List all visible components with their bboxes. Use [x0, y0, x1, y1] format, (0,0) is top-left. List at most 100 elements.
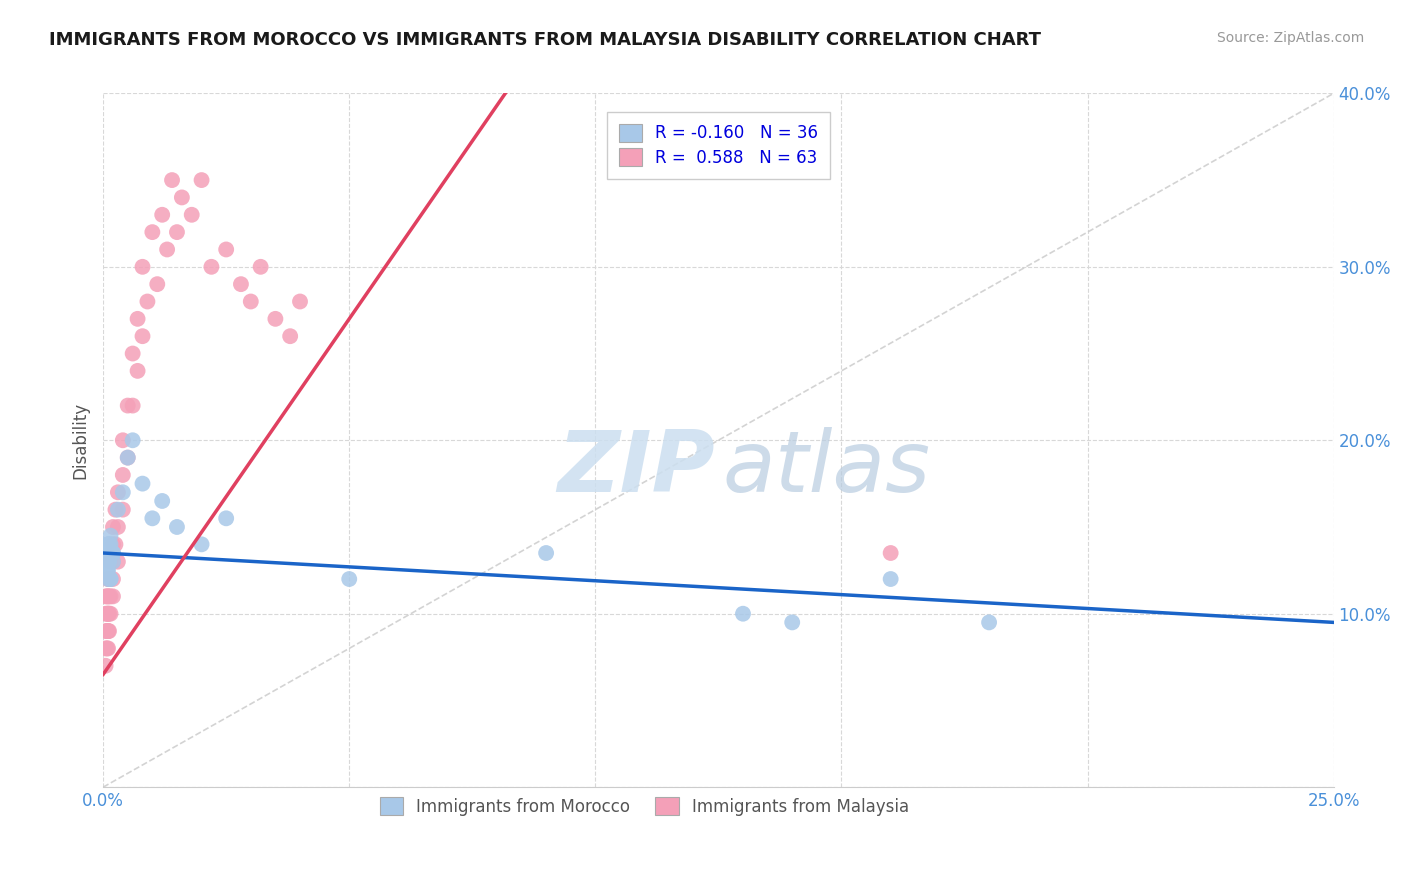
- Point: [96, 590, 118, 604]
- Point: [96, 563, 118, 577]
- Point: [97, 624, 120, 638]
- Point: [111, 502, 134, 516]
- Point: [150, 494, 173, 508]
- Point: [96, 641, 118, 656]
- Point: [977, 615, 1000, 630]
- Point: [101, 537, 124, 551]
- Text: Source: ZipAtlas.com: Source: ZipAtlas.com: [1216, 31, 1364, 45]
- Point: [101, 555, 124, 569]
- Text: atlas: atlas: [723, 426, 931, 509]
- Point: [101, 520, 124, 534]
- Point: [100, 572, 122, 586]
- Point: [239, 294, 262, 309]
- Point: [97, 607, 120, 621]
- Point: [170, 190, 193, 204]
- Point: [141, 511, 163, 525]
- Point: [96, 607, 118, 621]
- Point: [131, 476, 153, 491]
- Point: [98, 607, 121, 621]
- Point: [98, 590, 121, 604]
- Point: [278, 329, 301, 343]
- Point: [101, 546, 124, 560]
- Legend: Immigrants from Morocco, Immigrants from Malaysia: Immigrants from Morocco, Immigrants from…: [371, 789, 918, 824]
- Point: [97, 572, 120, 586]
- Point: [141, 225, 163, 239]
- Point: [104, 502, 127, 516]
- Point: [98, 555, 121, 569]
- Point: [731, 607, 754, 621]
- Point: [229, 277, 252, 292]
- Point: [127, 364, 149, 378]
- Point: [97, 641, 120, 656]
- Point: [97, 537, 120, 551]
- Point: [107, 520, 129, 534]
- Point: [215, 511, 238, 525]
- Point: [96, 555, 118, 569]
- Point: [101, 555, 124, 569]
- Point: [146, 277, 169, 292]
- Point: [94, 590, 117, 604]
- Point: [97, 555, 120, 569]
- Point: [127, 311, 149, 326]
- Point: [249, 260, 271, 274]
- Point: [166, 520, 188, 534]
- Point: [97, 563, 120, 577]
- Point: [97, 624, 120, 638]
- Point: [100, 590, 122, 604]
- Point: [97, 537, 120, 551]
- Point: [136, 294, 159, 309]
- Point: [117, 450, 139, 465]
- Point: [780, 615, 803, 630]
- Point: [150, 208, 173, 222]
- Point: [94, 658, 117, 673]
- Point: [111, 434, 134, 448]
- Point: [180, 208, 202, 222]
- Point: [215, 243, 238, 257]
- Point: [879, 572, 901, 586]
- Point: [98, 537, 121, 551]
- Point: [121, 399, 143, 413]
- Y-axis label: Disability: Disability: [72, 401, 89, 479]
- Point: [111, 485, 134, 500]
- Point: [131, 260, 153, 274]
- Point: [96, 563, 118, 577]
- Point: [107, 555, 129, 569]
- Point: [166, 225, 188, 239]
- Point: [104, 537, 127, 551]
- Point: [96, 555, 118, 569]
- Point: [98, 546, 121, 560]
- Point: [98, 624, 121, 638]
- Point: [121, 346, 143, 360]
- Point: [96, 546, 118, 560]
- Point: [534, 546, 557, 560]
- Point: [160, 173, 183, 187]
- Point: [879, 546, 901, 560]
- Point: [101, 572, 124, 586]
- Point: [101, 590, 124, 604]
- Point: [190, 173, 212, 187]
- Text: IMMIGRANTS FROM MOROCCO VS IMMIGRANTS FROM MALAYSIA DISABILITY CORRELATION CHART: IMMIGRANTS FROM MOROCCO VS IMMIGRANTS FR…: [49, 31, 1042, 49]
- Point: [337, 572, 360, 586]
- Point: [200, 260, 222, 274]
- Point: [117, 450, 139, 465]
- Point: [100, 607, 122, 621]
- Point: [97, 590, 120, 604]
- Point: [98, 572, 121, 586]
- Point: [94, 641, 117, 656]
- Point: [100, 572, 122, 586]
- Point: [107, 485, 129, 500]
- Point: [94, 607, 117, 621]
- Point: [121, 434, 143, 448]
- Point: [107, 502, 129, 516]
- Point: [100, 537, 122, 551]
- Point: [117, 399, 139, 413]
- Point: [190, 537, 212, 551]
- Point: [94, 624, 117, 638]
- Point: [288, 294, 311, 309]
- Point: [100, 555, 122, 569]
- Point: [111, 467, 134, 482]
- Point: [156, 243, 179, 257]
- Point: [264, 311, 287, 326]
- Point: [97, 607, 120, 621]
- Point: [131, 329, 153, 343]
